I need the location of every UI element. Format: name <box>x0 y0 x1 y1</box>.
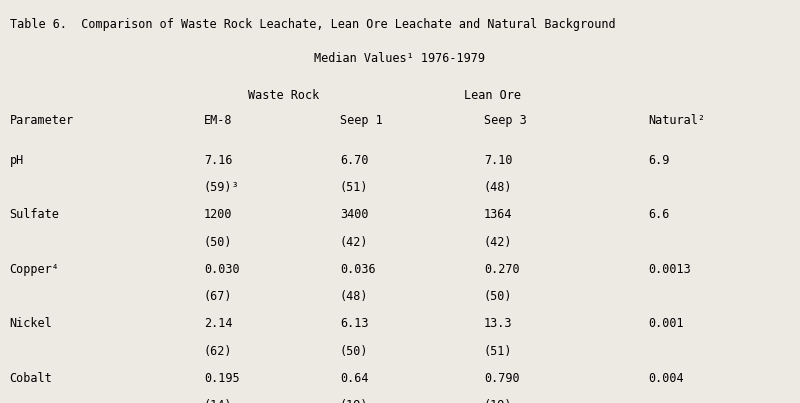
Text: Median Values¹ 1976-1979: Median Values¹ 1976-1979 <box>314 52 486 65</box>
Text: Parameter: Parameter <box>10 114 74 127</box>
Text: (51): (51) <box>340 181 369 194</box>
Text: (50): (50) <box>484 290 513 303</box>
Text: Seep 1: Seep 1 <box>340 114 382 127</box>
Text: 6.6: 6.6 <box>648 208 670 221</box>
Text: (42): (42) <box>484 236 513 249</box>
Text: 1364: 1364 <box>484 208 513 221</box>
Text: (19): (19) <box>340 399 369 403</box>
Text: 0.030: 0.030 <box>204 263 240 276</box>
Text: Table 6.  Comparison of Waste Rock Leachate, Lean Ore Leachate and Natural Backg: Table 6. Comparison of Waste Rock Leacha… <box>10 18 615 31</box>
Text: (19): (19) <box>484 399 513 403</box>
Text: Cobalt: Cobalt <box>10 372 52 384</box>
Text: Lean Ore: Lean Ore <box>463 89 521 102</box>
Text: (48): (48) <box>484 181 513 194</box>
Text: (14): (14) <box>204 399 233 403</box>
Text: Nickel: Nickel <box>10 317 52 330</box>
Text: 0.001: 0.001 <box>648 317 684 330</box>
Text: (42): (42) <box>340 236 369 249</box>
Text: 6.70: 6.70 <box>340 154 369 167</box>
Text: 7.16: 7.16 <box>204 154 233 167</box>
Text: 6.13: 6.13 <box>340 317 369 330</box>
Text: 0.270: 0.270 <box>484 263 520 276</box>
Text: (50): (50) <box>204 236 233 249</box>
Text: (51): (51) <box>484 345 513 357</box>
Text: (59)³: (59)³ <box>204 181 240 194</box>
Text: EM-8: EM-8 <box>204 114 233 127</box>
Text: 0.0013: 0.0013 <box>648 263 690 276</box>
Text: (48): (48) <box>340 290 369 303</box>
Text: 2.14: 2.14 <box>204 317 233 330</box>
Text: Waste Rock: Waste Rock <box>248 89 320 102</box>
Text: (50): (50) <box>340 345 369 357</box>
Text: Copper⁴: Copper⁴ <box>10 263 59 276</box>
Text: 0.64: 0.64 <box>340 372 369 384</box>
Text: Natural²: Natural² <box>648 114 705 127</box>
Text: 0.004: 0.004 <box>648 372 684 384</box>
Text: 6.9: 6.9 <box>648 154 670 167</box>
Text: 1200: 1200 <box>204 208 233 221</box>
Text: Seep 3: Seep 3 <box>484 114 526 127</box>
Text: 0.036: 0.036 <box>340 263 376 276</box>
Text: (67): (67) <box>204 290 233 303</box>
Text: pH: pH <box>10 154 24 167</box>
Text: 0.790: 0.790 <box>484 372 520 384</box>
Text: 7.10: 7.10 <box>484 154 513 167</box>
Text: 3400: 3400 <box>340 208 369 221</box>
Text: Sulfate: Sulfate <box>10 208 59 221</box>
Text: 0.195: 0.195 <box>204 372 240 384</box>
Text: 13.3: 13.3 <box>484 317 513 330</box>
Text: (62): (62) <box>204 345 233 357</box>
